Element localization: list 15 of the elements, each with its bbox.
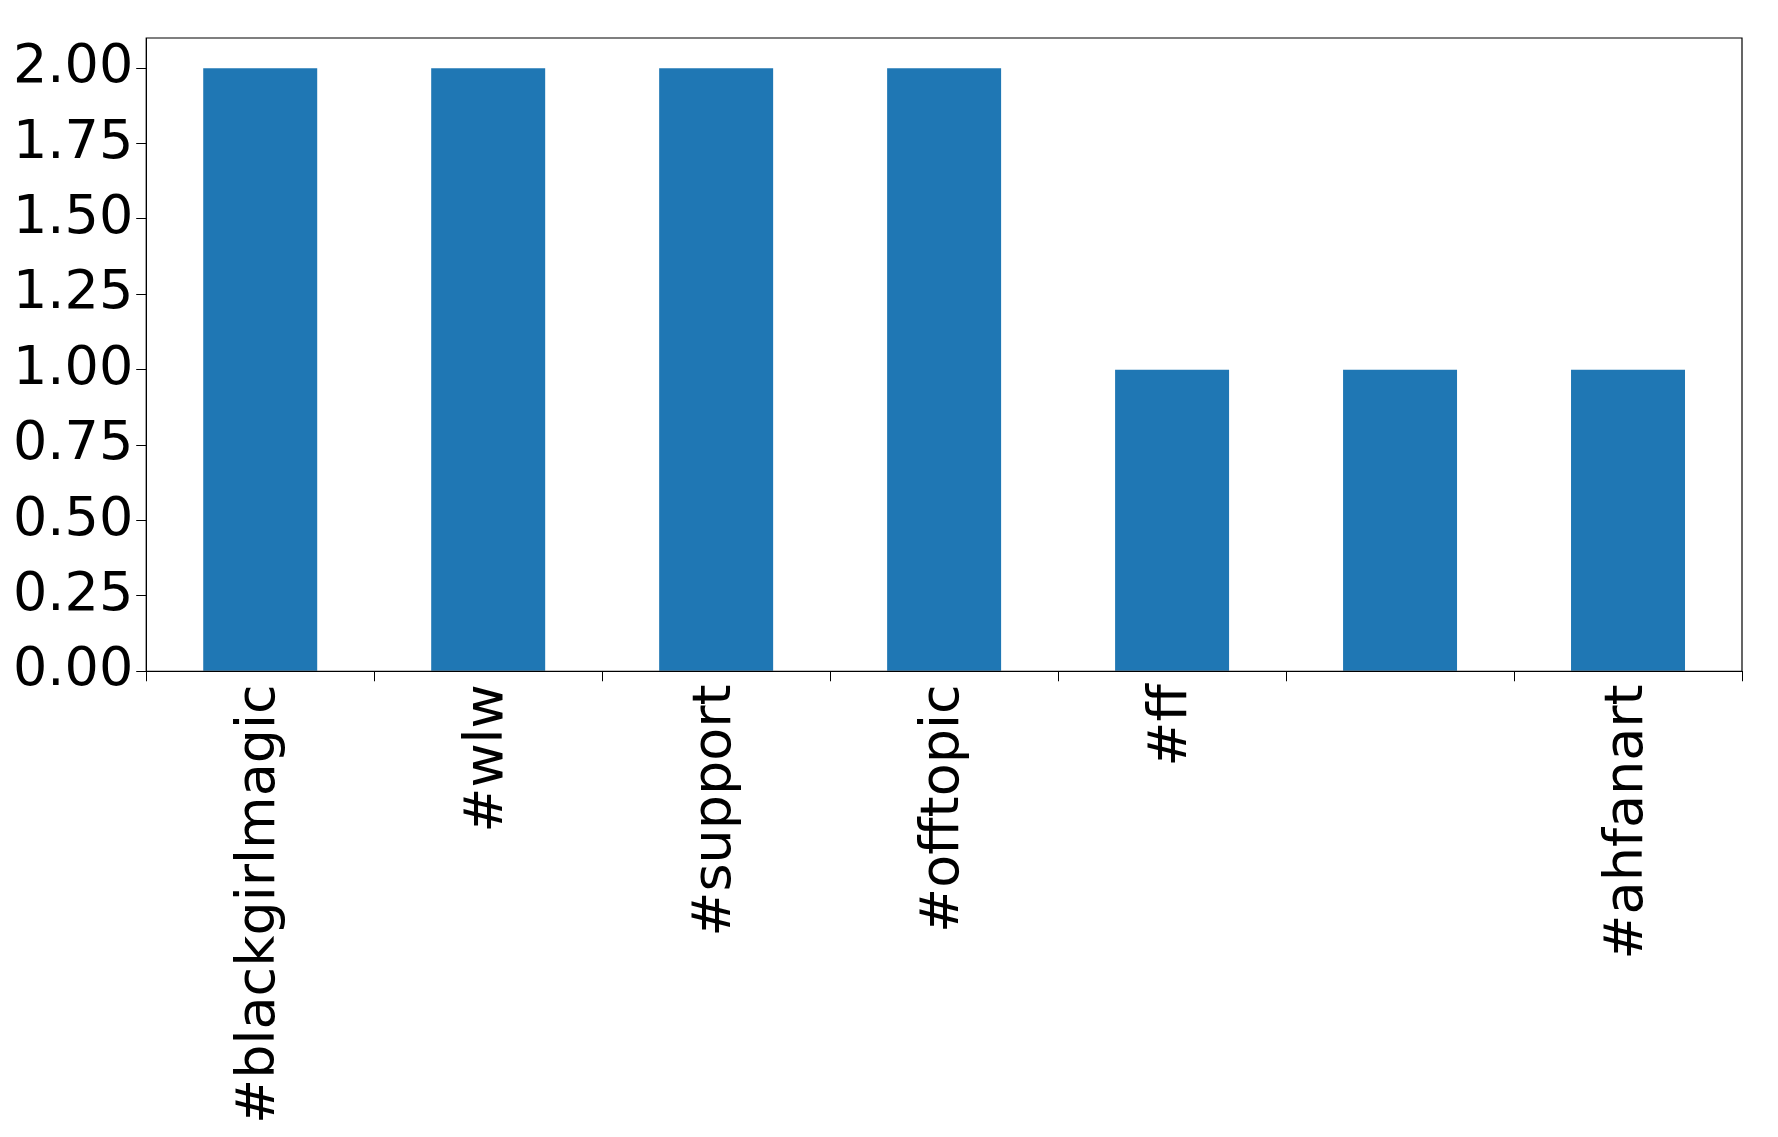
x-tick-label: #ff (1136, 682, 1200, 767)
y-tick-label: 1.50 (13, 182, 134, 246)
y-tick-label: 1.75 (13, 107, 134, 171)
y-tick-label: 0.25 (13, 559, 134, 623)
x-tick-label: #support (680, 684, 744, 937)
x-tick-label: #blackgirlmagic (224, 684, 288, 1125)
y-tick-label: 1.00 (13, 333, 134, 397)
y-tick-label: 0.50 (13, 484, 134, 548)
y-tick-label: 2.00 (13, 32, 134, 96)
y-tick-label: 0.75 (13, 409, 134, 473)
y-tick-label: 1.25 (13, 258, 134, 322)
x-tick-label: #ahfanart (1592, 684, 1656, 960)
y-tick-label: 0.00 (13, 635, 134, 699)
x-tick-label: #offtopic (908, 684, 972, 933)
x-tick-label: #wlw (452, 684, 516, 833)
